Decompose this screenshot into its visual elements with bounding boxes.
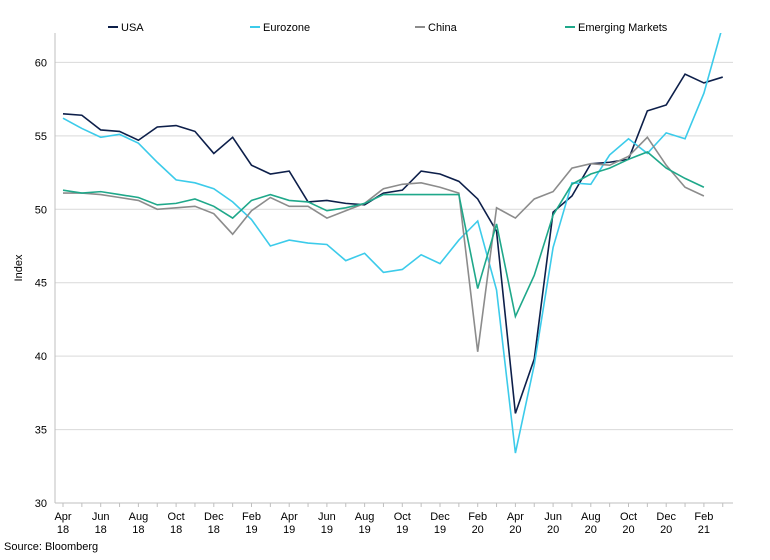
legend-label: USA — [121, 22, 144, 34]
x-tick-label: Jun 18 — [92, 511, 110, 536]
y-tick-label: 35 — [35, 425, 47, 437]
legend-label: China — [428, 22, 458, 34]
y-tick-label: 45 — [35, 278, 47, 290]
x-tick-label: Aug 20 — [581, 511, 601, 536]
x-tick-label: Oct 18 — [168, 511, 185, 536]
x-tick-label: Dec 19 — [430, 511, 450, 536]
x-tick-label: Apr 19 — [281, 511, 298, 536]
x-tick-label: Aug 18 — [129, 511, 149, 536]
x-tick-label: Jun 19 — [318, 511, 336, 536]
x-tick-label: Dec 20 — [656, 511, 676, 536]
x-tick-label: Oct 20 — [620, 511, 637, 536]
x-tick-label: Jun 20 — [544, 511, 562, 536]
y-tick-label: 40 — [35, 351, 47, 363]
legend-label: Eurozone — [263, 22, 310, 34]
series-line — [62, 151, 705, 320]
x-tick-label: Feb 19 — [242, 511, 261, 536]
x-tick-label: Feb 20 — [468, 511, 487, 536]
y-tick-label: 55 — [35, 131, 47, 143]
x-tick-label: Apr 20 — [507, 511, 524, 536]
source-note: Source: Bloomberg — [4, 541, 98, 553]
x-tick-label: Feb 21 — [694, 511, 713, 536]
x-tick-label: Oct 19 — [394, 511, 411, 536]
series-line — [62, 33, 722, 454]
plot-area — [62, 33, 723, 454]
y-tick-label: 30 — [35, 498, 47, 510]
y-tick-label: 60 — [35, 57, 47, 69]
x-tick-label: Aug 19 — [355, 511, 375, 536]
legend-label: Emerging Markets — [578, 22, 668, 34]
y-axis-label: Index — [13, 254, 25, 281]
y-tick-label: 50 — [35, 204, 47, 216]
x-tick-label: Dec 18 — [204, 511, 224, 536]
x-tick-label: Apr 18 — [54, 511, 71, 536]
series-line — [63, 136, 705, 352]
series-line — [62, 73, 723, 414]
